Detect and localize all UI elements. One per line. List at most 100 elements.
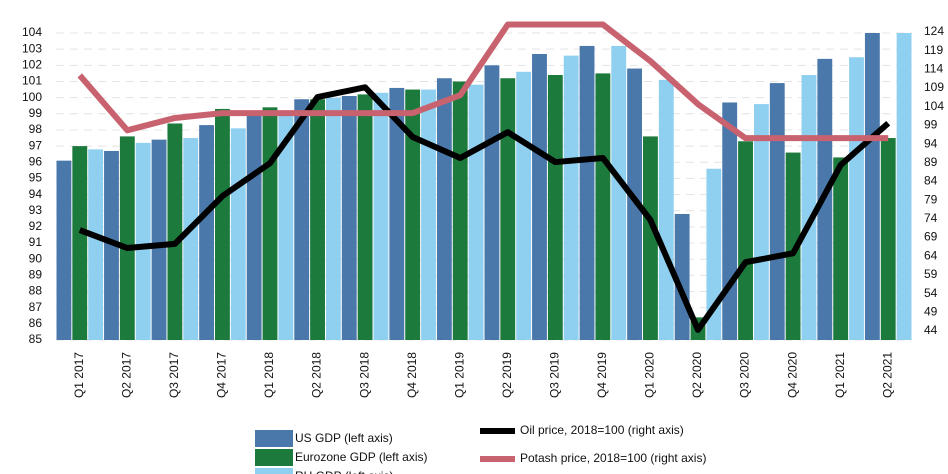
y-tick-label: 99: [29, 106, 43, 120]
legend-swatch: [255, 468, 293, 474]
x-tick-label: Q3 2018: [357, 352, 371, 398]
bar: [864, 33, 880, 340]
line-series: [77, 21, 889, 142]
bar: [880, 138, 896, 340]
bar: [325, 97, 341, 340]
bar: [294, 99, 310, 340]
x-tick-label: Q4 2017: [215, 352, 229, 398]
bar: [215, 108, 230, 340]
y2-tick-label: 49: [924, 304, 938, 318]
bar: [373, 92, 389, 340]
x-tick-label: Q2 2017: [120, 352, 134, 398]
y-tick-label: 104: [22, 25, 42, 39]
bar: [310, 99, 325, 340]
y-tick-label: 94: [29, 187, 43, 201]
legend-label: Potash price, 2018=100 (right axis): [520, 451, 706, 465]
y-tick-label: 92: [29, 219, 43, 233]
y-tick-label: 91: [29, 235, 43, 249]
bar: [56, 160, 72, 340]
legend-swatch: [255, 449, 293, 466]
x-tick-label: Q4 2020: [785, 352, 799, 398]
y-tick-label: 93: [29, 203, 43, 217]
y2-tick-label: 104: [924, 99, 944, 113]
legend-label: Eurozone GDP (left axis): [295, 450, 428, 464]
bar: [357, 94, 373, 341]
y-tick-label: 97: [29, 138, 43, 152]
x-tick-label: Q1 2018: [262, 352, 276, 398]
x-tick-label: Q4 2018: [405, 352, 419, 398]
bar: [468, 84, 484, 340]
legend-label: RU GDP (left axis): [295, 469, 393, 474]
y2-tick-label: 44: [924, 323, 938, 337]
bar: [658, 79, 674, 340]
bar: [611, 45, 627, 340]
y2-tick-label: 59: [924, 267, 938, 281]
y2-tick-label: 119: [924, 43, 943, 57]
bar: [341, 96, 357, 340]
bar: [643, 136, 658, 340]
y-tick-label: 96: [29, 154, 43, 168]
bar: [738, 141, 753, 340]
bar: [849, 57, 864, 340]
y2-tick-label: 99: [924, 118, 938, 132]
x-tick-label: Q3 2019: [548, 352, 562, 398]
x-tick-label: Q2 2021: [880, 352, 894, 398]
y-tick-label: 89: [29, 268, 43, 282]
bar: [151, 139, 167, 340]
bar: [753, 104, 769, 341]
bar: [230, 128, 246, 340]
y2-tick-label: 109: [924, 80, 944, 94]
x-tick-label: Q1 2017: [72, 352, 86, 398]
bar: [563, 55, 579, 340]
bar: [722, 102, 738, 341]
bar: [88, 149, 104, 340]
bar: [484, 65, 500, 340]
bar: [167, 123, 183, 340]
x-tick-label: Q3 2017: [167, 352, 181, 398]
bar: [627, 68, 643, 341]
y-tick-label: 95: [29, 171, 43, 185]
legend-label: Oil price, 2018=100 (right axis): [520, 423, 684, 437]
y2-tick-label: 84: [924, 174, 938, 188]
bar: [72, 146, 88, 340]
bar: [199, 125, 215, 340]
x-tick-label: Q1 2019: [452, 352, 466, 398]
bar: [262, 107, 278, 340]
x-tick-label: Q2 2018: [310, 352, 324, 398]
y2-tick-label: 114: [924, 62, 943, 76]
x-tick-label: Q2 2020: [690, 352, 704, 398]
legend-swatch: [255, 430, 293, 447]
bar: [896, 33, 912, 340]
y2-tick-label: 74: [924, 211, 938, 225]
x-tick-label: Q1 2020: [643, 352, 657, 398]
bar: [516, 71, 532, 341]
y-tick-label: 98: [29, 122, 43, 136]
x-tick-label: Q4 2019: [595, 352, 609, 398]
y-tick-label: 100: [22, 90, 42, 104]
legend-label: US GDP (left axis): [295, 431, 393, 445]
bar: [452, 81, 468, 340]
line-series: [78, 84, 891, 333]
bar: [119, 136, 135, 340]
bar: [135, 142, 151, 340]
y-tick-label: 101: [22, 74, 42, 88]
y2-tick-label: 54: [924, 286, 938, 300]
bar: [801, 75, 817, 340]
y2-tick-label: 64: [924, 248, 938, 262]
y2-tick-label: 79: [924, 192, 938, 206]
y-tick-label: 102: [22, 57, 42, 71]
y2-tick-label: 94: [924, 136, 938, 150]
bar: [595, 73, 611, 340]
y2-tick-label: 89: [924, 155, 938, 169]
y-tick-label: 90: [29, 251, 43, 265]
y-tick-label: 87: [29, 300, 43, 314]
x-tick-label: Q2 2019: [500, 352, 514, 398]
bar: [405, 89, 421, 340]
bar: [436, 78, 452, 341]
bar: [579, 45, 595, 340]
y-tick-label: 85: [29, 332, 43, 346]
bar: [833, 157, 849, 340]
bar: [547, 75, 563, 340]
bar: [183, 138, 199, 340]
